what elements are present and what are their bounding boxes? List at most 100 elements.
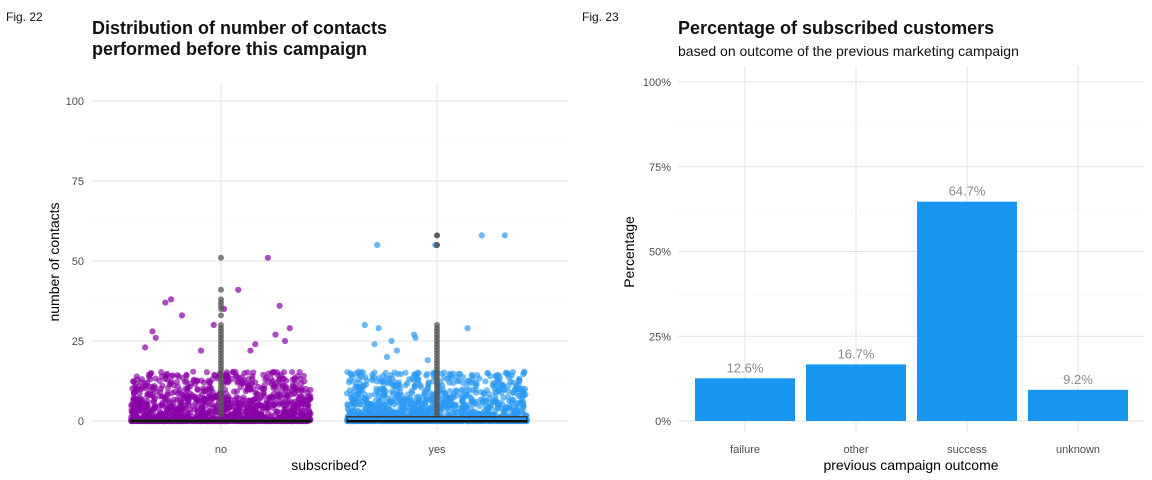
data-point — [361, 321, 368, 329]
data-point — [350, 400, 357, 407]
data-point — [451, 402, 459, 409]
data-point — [287, 412, 294, 419]
data-point — [505, 370, 512, 378]
data-point — [252, 379, 259, 386]
y-tick-label: 100 — [66, 96, 84, 108]
data-point — [267, 375, 275, 382]
y-axis-title: Percentage — [621, 216, 637, 288]
data-point — [441, 369, 448, 376]
data-point — [482, 406, 490, 413]
data-point — [260, 390, 267, 397]
data-point — [424, 357, 431, 364]
data-point — [386, 406, 393, 414]
data-point — [291, 400, 298, 408]
data-point — [144, 390, 151, 398]
data-point — [252, 341, 259, 348]
data-point — [446, 387, 454, 395]
y-tick-label: 0 — [78, 416, 84, 428]
data-point — [519, 393, 526, 400]
data-point — [510, 379, 517, 386]
data-point — [273, 393, 281, 400]
data-point — [359, 383, 366, 390]
data-point — [138, 376, 146, 383]
data-point — [402, 369, 409, 376]
data-point — [458, 392, 465, 399]
bar-value-label: 9.2% — [1063, 372, 1093, 387]
data-point — [133, 396, 140, 403]
x-axis-title: previous campaign outcome — [823, 457, 998, 473]
bar-other — [806, 364, 906, 421]
data-point — [244, 376, 252, 383]
data-point — [240, 394, 247, 401]
data-point — [150, 393, 157, 400]
outlier-point — [434, 232, 440, 239]
outlier-point — [218, 306, 224, 312]
data-point — [132, 388, 139, 395]
data-point — [460, 398, 467, 406]
data-point — [453, 392, 460, 399]
data-point — [152, 334, 159, 341]
data-point — [149, 328, 156, 335]
data-point — [501, 386, 508, 393]
bar-value-label: 64.7% — [949, 184, 986, 199]
data-point — [194, 377, 201, 384]
data-point — [501, 407, 508, 414]
data-point — [357, 388, 364, 395]
data-point — [235, 403, 242, 411]
data-point — [483, 398, 490, 405]
data-point — [402, 382, 409, 389]
data-point — [389, 388, 396, 395]
data-point — [263, 404, 270, 411]
data-point — [343, 390, 351, 397]
data-point — [272, 331, 279, 338]
data-point — [411, 371, 418, 378]
data-point — [174, 372, 181, 379]
data-point — [280, 408, 287, 415]
bar-value-label: 16.7% — [838, 346, 875, 361]
data-point — [346, 411, 354, 418]
x-axis-title: subscribed? — [291, 457, 367, 473]
data-point — [289, 368, 296, 376]
data-point — [415, 396, 423, 404]
bar-unknown — [1028, 389, 1128, 421]
data-point — [133, 412, 140, 419]
data-point — [376, 397, 383, 404]
y-tick-label: 25% — [649, 331, 671, 343]
outlier-point — [434, 242, 440, 248]
data-point — [500, 394, 507, 401]
data-point — [151, 403, 158, 410]
data-point — [136, 383, 143, 390]
data-point — [388, 371, 395, 379]
data-point — [348, 371, 355, 378]
data-point — [270, 384, 277, 392]
data-point — [292, 380, 300, 387]
data-point — [207, 384, 215, 392]
data-point — [147, 409, 154, 416]
data-point — [411, 382, 418, 389]
data-point — [229, 368, 236, 376]
y-tick-label: 75 — [72, 176, 84, 188]
data-point — [171, 388, 178, 395]
chart-title-line-1: Distribution of number of contacts — [92, 18, 387, 38]
data-point — [373, 385, 380, 392]
data-point — [163, 407, 171, 414]
data-point — [406, 395, 413, 403]
y-tick-label: 75% — [649, 162, 671, 174]
data-point — [495, 405, 502, 412]
data-point — [467, 405, 474, 413]
data-point — [478, 232, 485, 239]
data-point — [224, 398, 232, 405]
data-point — [234, 409, 241, 416]
y-axis-title: number of contacts — [46, 202, 62, 321]
data-point — [244, 382, 252, 389]
data-point — [244, 397, 251, 404]
data-point — [139, 402, 146, 409]
data-point — [476, 375, 483, 382]
outlier-point — [434, 322, 440, 328]
x-tick-label: yes — [428, 444, 446, 456]
data-point — [274, 408, 281, 415]
data-point — [254, 410, 261, 417]
data-point — [185, 394, 192, 401]
data-point — [281, 337, 289, 345]
data-point — [449, 380, 457, 387]
